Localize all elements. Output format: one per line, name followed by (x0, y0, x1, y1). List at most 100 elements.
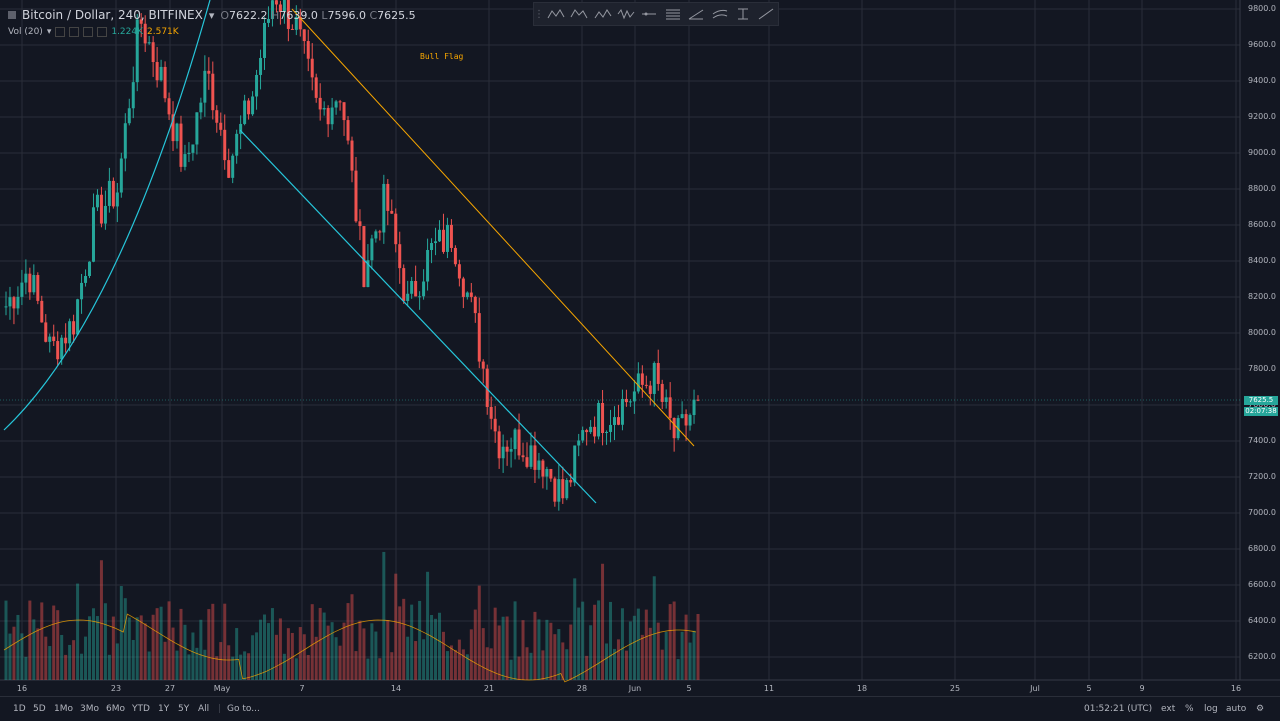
volume-bar (286, 628, 290, 680)
volume-bar (445, 651, 449, 680)
percent-toggle[interactable]: % (1185, 704, 1194, 714)
pattern-abcd-icon[interactable] (544, 3, 567, 25)
volume-bar (306, 654, 310, 680)
candle-body (545, 468, 549, 477)
volume-label[interactable]: Vol (20) (8, 27, 43, 37)
last-price-tag: 7625.5 (1244, 396, 1278, 405)
pattern-waves-icon[interactable] (614, 3, 637, 25)
candle-body (44, 322, 48, 342)
candle-body (620, 398, 624, 425)
candle-body (330, 107, 334, 125)
candle-body (414, 280, 418, 297)
range-6mo[interactable]: 6Mo (106, 704, 125, 714)
range-all[interactable]: All (198, 704, 210, 714)
remove-icon[interactable] (83, 27, 94, 37)
candle-body (370, 238, 374, 261)
hide-icon[interactable] (55, 27, 66, 37)
range-5y[interactable]: 5Y (178, 704, 190, 714)
price-range-icon[interactable] (731, 3, 754, 25)
candle-body (16, 296, 20, 309)
clock[interactable]: 01:52:21 (UTC) (1084, 704, 1153, 714)
symbol-title[interactable]: Bitcoin / Dollar, 240, BITFINEX (22, 8, 203, 22)
volume-bar (298, 627, 302, 680)
range-1mo[interactable]: 1Mo (54, 704, 73, 714)
candle-body (91, 207, 95, 262)
volume-bar (620, 608, 624, 680)
volume-bar (394, 573, 398, 680)
range-ytd[interactable]: YTD (132, 704, 150, 714)
time-tick-label: 11 (763, 684, 775, 693)
auto-toggle[interactable]: auto (1226, 704, 1247, 714)
volume-bar (616, 639, 620, 680)
volume-bar (505, 616, 509, 680)
bull-flag-annotation[interactable]: Bull Flag (420, 52, 464, 61)
candle-body (457, 264, 461, 279)
range-5d[interactable]: 5D (33, 704, 46, 714)
volume-bar (219, 642, 223, 680)
log-toggle[interactable]: log (1204, 704, 1218, 714)
candle-body (541, 460, 545, 477)
range-3mo[interactable]: 3Mo (80, 704, 99, 714)
candle-body (644, 384, 648, 386)
symbol-dropdown-icon[interactable]: ▾ (208, 8, 215, 22)
ohlc-values: O7622.2 H7639.0 L7596.0 C7625.5 (220, 8, 416, 22)
candle-body (187, 152, 191, 155)
volume-bar (537, 619, 541, 680)
range-1y[interactable]: 1Y (158, 704, 170, 714)
volume-dropdown-icon[interactable]: ▾ (46, 27, 52, 37)
volume-bar (95, 616, 99, 680)
volume-bar (111, 616, 115, 680)
candle-body (302, 29, 306, 42)
candle-body (334, 101, 338, 108)
ext-toggle[interactable]: ext (1161, 704, 1176, 714)
parallel-channel-icon[interactable] (708, 3, 731, 25)
candle-body (418, 296, 422, 298)
volume-bar (366, 658, 370, 680)
time-tick-label: May (213, 684, 231, 693)
volume-bar (318, 607, 322, 680)
range-1d[interactable]: 1D (13, 704, 26, 714)
volume-bar (294, 658, 298, 680)
volume-bar (652, 576, 656, 680)
volume-bar (56, 610, 60, 680)
volume-bar (441, 631, 445, 680)
trend-angle-icon[interactable] (684, 3, 707, 25)
volume-value: 1.224K (111, 27, 144, 37)
more-icon[interactable] (97, 27, 108, 37)
candle-body (127, 108, 131, 124)
fib-lines-icon[interactable] (661, 3, 684, 25)
candle-body (597, 402, 601, 437)
volume-bar (449, 645, 453, 680)
pattern-xabcd-icon[interactable] (567, 3, 590, 25)
candle-body (107, 180, 111, 206)
candle-body (195, 112, 199, 145)
candle-body (342, 102, 346, 121)
volume-bar (115, 643, 119, 680)
goto-button[interactable]: Go to... (227, 704, 260, 714)
candle-body (581, 430, 585, 441)
volume-bar (628, 621, 632, 680)
time-tick-label: 9 (1139, 684, 1145, 693)
candle-body (159, 66, 163, 81)
pattern-abcd2-icon[interactable] (591, 3, 614, 25)
trend-line-icon[interactable] (755, 3, 778, 25)
volume-bar (119, 586, 123, 680)
volume-bar (139, 615, 143, 680)
chart-settings-icon[interactable]: ⚙ (1256, 704, 1265, 714)
candle-body (533, 445, 537, 470)
volume-bar (497, 625, 501, 680)
volume-bar (422, 639, 426, 680)
candle-body (255, 74, 259, 97)
volume-bar (485, 647, 489, 680)
candle-body (426, 250, 430, 282)
volume-bar (406, 636, 410, 680)
volume-bar (461, 649, 465, 680)
toolbar-grip-icon[interactable]: ⋮ (534, 8, 544, 20)
volume-bar (517, 656, 521, 680)
price-tick-label: 8600.0 (1248, 220, 1276, 229)
settings-icon[interactable] (69, 27, 80, 37)
symbol-color-swatch (8, 11, 16, 19)
candle-body (56, 341, 60, 360)
horizontal-ray-icon[interactable] (638, 3, 661, 25)
